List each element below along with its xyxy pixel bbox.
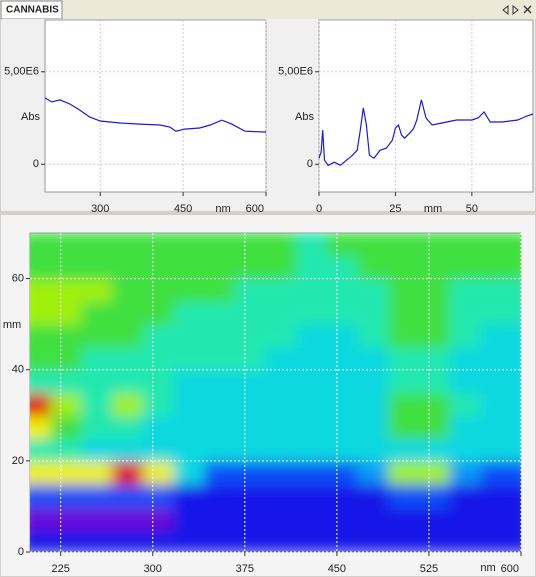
x-tick-label: 525 [420,563,438,575]
y-axis-label: Abs [295,111,314,123]
heat-cell [480,368,521,394]
y-tick-label: 40 [12,364,24,376]
heat-cell [480,323,521,348]
x-tick-label: 25 [389,203,401,215]
line-series [318,99,534,167]
x-tick-label: 450 [174,203,192,215]
heat-cell [480,345,521,371]
x-tick-label: 450 [328,563,346,575]
x-axis-label: mm [424,203,442,215]
x-tick-label: 0 [316,203,322,215]
y-tick-label: 20 [12,455,24,467]
x-tick-label: 300 [91,203,109,215]
heat-cell [480,254,521,280]
y-tick-label: 5,00E6 [278,66,313,78]
y-axis-label: mm [3,319,21,331]
plot-area [318,19,534,193]
heat-cell [480,391,521,417]
heat-cell [480,482,521,508]
heat-cell [480,528,521,552]
x-tick-label: 600 [246,203,264,215]
next-icon[interactable] [512,4,519,16]
close-icon[interactable] [523,5,532,14]
tab-title: CANNABIS [6,5,59,16]
x-tick-label: 225 [52,563,70,575]
heat-cell [480,437,521,462]
line-series [44,97,267,133]
x-tick-label: 600 [501,563,519,575]
x-tick-label: 300 [144,563,162,575]
y-tick-label: 0 [33,158,39,170]
x-axis-label: nm [215,203,230,215]
heat-cell [480,505,521,531]
x-axis-label: nm [480,562,495,574]
heat-cell [480,459,521,485]
heat-cell [480,414,521,440]
prev-icon[interactable] [502,4,509,16]
y-tick-label: 60 [12,272,24,284]
y-tick-label: 0 [18,546,24,558]
y-tick-label: 5,00E6 [4,66,39,78]
heat-cell [480,233,521,257]
y-axis-label: Abs [21,111,40,123]
x-tick-label: 50 [466,203,478,215]
x-tick-label: 375 [236,563,254,575]
heat-cell [480,300,521,326]
heatmap-cells [30,233,521,552]
plot-area [44,19,267,193]
heatmap-blur [30,233,521,552]
heat-cell [480,277,521,303]
tab-bar [0,0,536,19]
y-tick-label: 0 [307,158,313,170]
